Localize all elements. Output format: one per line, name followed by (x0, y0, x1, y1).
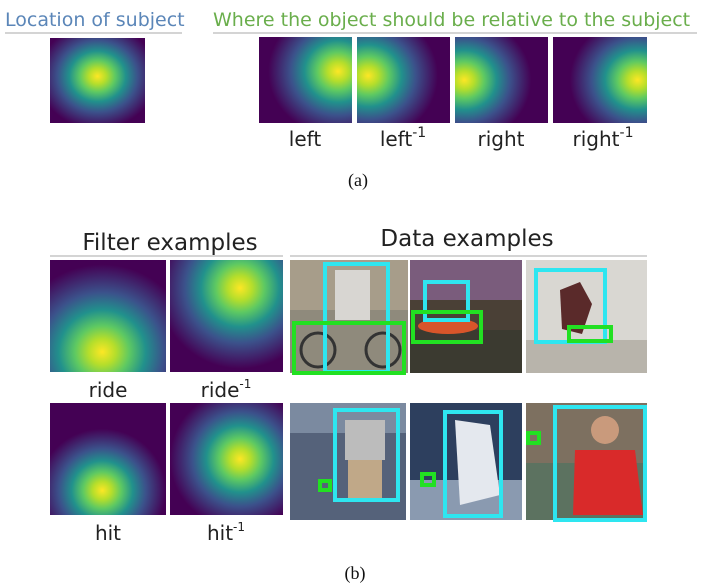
photo (526, 260, 647, 373)
label-sup: -1 (412, 125, 426, 141)
label: ride (89, 378, 128, 402)
label-sup: -1 (233, 520, 245, 534)
heatmap (259, 37, 352, 123)
heatmap (50, 38, 145, 123)
label-text: right (573, 127, 620, 151)
label-text: ride (201, 378, 240, 402)
photo (290, 403, 406, 520)
photo (290, 260, 408, 375)
heatmap (170, 403, 283, 515)
heatmap (357, 37, 450, 123)
label: hit (95, 521, 121, 545)
data-title: Data examples (380, 226, 553, 252)
label: right (478, 127, 525, 151)
label-text: left (289, 127, 322, 151)
label: hit-1 (207, 520, 245, 545)
filter-title: Filter examples (82, 230, 257, 256)
subject-title: Location of subject (5, 9, 185, 31)
caption: (b) (345, 563, 366, 584)
label-text: right (478, 127, 525, 151)
label-text: hit (207, 521, 233, 545)
label-text: left (380, 127, 413, 151)
object-title: Where the object should be relative to t… (213, 9, 690, 31)
label: ride-1 (201, 377, 252, 402)
label: left-1 (380, 125, 426, 151)
caption: (a) (348, 170, 368, 191)
label: left (289, 127, 322, 151)
label: right-1 (573, 125, 634, 151)
heatmap (455, 37, 548, 123)
label-sup: -1 (620, 125, 634, 141)
heatmap (50, 403, 166, 515)
photo (410, 260, 522, 373)
label-text: ride (89, 378, 128, 402)
heatmap (50, 260, 166, 372)
label-sup: -1 (239, 377, 251, 391)
photo (526, 403, 647, 522)
photo (410, 403, 522, 520)
heatmap (553, 37, 647, 123)
heatmap (170, 260, 283, 372)
label-text: hit (95, 521, 121, 545)
